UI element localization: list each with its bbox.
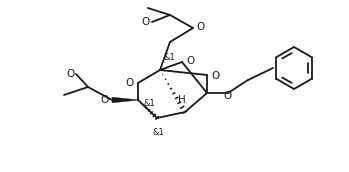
Text: &1: &1 xyxy=(164,53,176,62)
Polygon shape xyxy=(112,97,138,103)
Text: O: O xyxy=(196,22,204,32)
Text: O: O xyxy=(67,69,75,79)
Text: O: O xyxy=(224,91,232,101)
Text: O: O xyxy=(126,78,134,88)
Text: O: O xyxy=(142,17,150,27)
Text: O: O xyxy=(186,56,194,66)
Text: O: O xyxy=(211,71,219,81)
Text: &1: &1 xyxy=(152,128,164,137)
Text: O: O xyxy=(101,95,109,105)
Text: &1: &1 xyxy=(143,99,155,108)
Text: H: H xyxy=(178,95,186,105)
